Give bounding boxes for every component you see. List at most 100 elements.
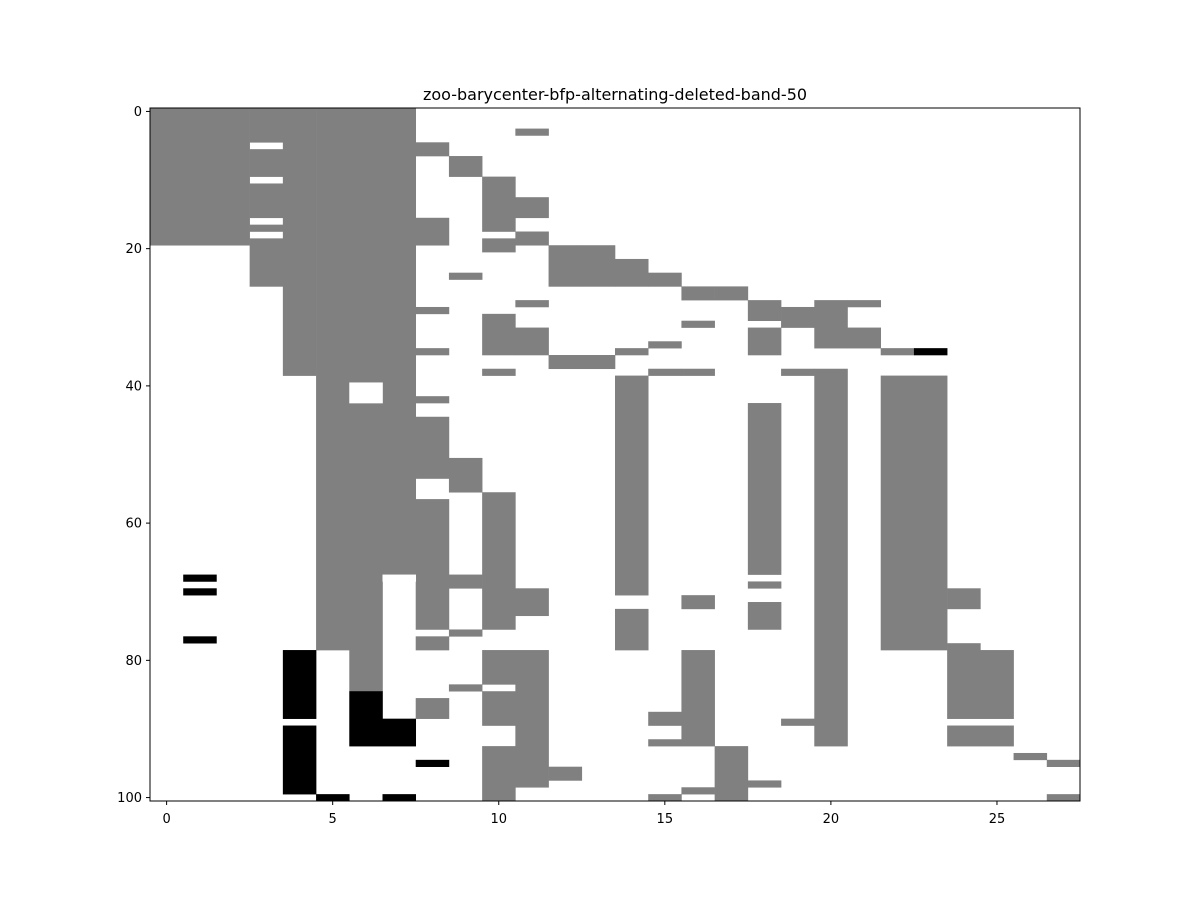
y-tick-label-2: 40 [125, 379, 142, 394]
black-cell-2 [183, 636, 217, 644]
gray-cell-74 [814, 300, 848, 349]
gray-cell-21 [448, 156, 483, 177]
gray-cell-77 [847, 327, 882, 349]
gray-cell-70 [747, 780, 782, 788]
black-cell-8 [382, 794, 417, 802]
gray-cell-39 [515, 327, 549, 356]
gray-cell-53 [648, 368, 682, 376]
gray-cell-1 [183, 108, 217, 246]
gray-cell-14 [415, 306, 450, 315]
gray-cell-4 [249, 149, 284, 177]
black-cell-7 [382, 718, 417, 747]
gray-cell-9 [316, 108, 350, 651]
gray-cell-22 [448, 272, 483, 280]
black-cell-4 [282, 725, 317, 795]
x-tick-label-2: 10 [490, 812, 507, 827]
gray-cell-15 [415, 348, 450, 356]
gray-cell-71 [781, 306, 815, 328]
y-tick-label-1: 20 [125, 242, 142, 257]
gray-cell-45 [581, 245, 616, 287]
gray-cell-17 [415, 416, 450, 479]
black-cell-9 [415, 759, 450, 767]
gray-cell-60 [681, 595, 715, 610]
x-tick-label-0: 0 [162, 812, 170, 827]
gray-cell-44 [548, 766, 583, 781]
x-tick-label-3: 15 [657, 812, 674, 827]
gray-cell-35 [515, 128, 549, 136]
gray-cell-87 [1046, 759, 1081, 767]
gray-cell-78 [880, 348, 915, 356]
chart-title: zoo-barycenter-bfp-alternating-deleted-b… [423, 85, 807, 104]
gray-cell-72 [781, 368, 815, 376]
gray-cell-66 [747, 327, 782, 356]
gray-cell-49 [615, 375, 649, 596]
black-cell-0 [183, 574, 217, 582]
gray-cell-73 [781, 718, 815, 726]
gray-cell-27 [482, 176, 516, 232]
white-gap-cell-1 [382, 574, 417, 582]
gray-cell-7 [249, 238, 284, 287]
gray-cell-34 [482, 746, 516, 802]
gray-cell-2 [216, 108, 250, 246]
gray-cell-3 [249, 108, 284, 143]
gray-cell-50 [615, 608, 649, 651]
gray-cell-56 [648, 794, 682, 802]
gray-cell-30 [482, 368, 516, 376]
gray-cell-61 [681, 650, 715, 747]
y-tick-label-4: 80 [125, 654, 142, 669]
gray-cell-37 [515, 231, 549, 246]
gray-cell-38 [515, 300, 549, 308]
y-axis-ticks: 0 20 40 60 80 100 [117, 105, 150, 806]
white-gap-cell-2 [183, 375, 217, 404]
gray-cell-33 [482, 691, 516, 726]
black-cell-5 [316, 794, 350, 802]
gray-cell-43 [548, 355, 583, 370]
black-cell-10 [913, 348, 948, 356]
gray-cell-88 [1046, 794, 1081, 802]
gray-cell-6 [249, 224, 284, 232]
gray-cell-16 [415, 396, 450, 404]
gray-cell-26 [448, 684, 483, 692]
gray-cell-13 [415, 217, 450, 246]
gray-cell-25 [448, 629, 483, 637]
black-cell-1 [183, 588, 217, 596]
gray-cell-18 [415, 499, 450, 630]
gray-cell-40 [515, 588, 549, 617]
x-axis-ticks: 0 5 10 15 20 25 [162, 801, 1005, 827]
gray-cell-64 [714, 746, 749, 802]
x-tick-label-4: 20 [823, 812, 840, 827]
gray-cell-24 [448, 574, 483, 589]
gray-cell-79 [880, 375, 915, 651]
gray-cell-62 [681, 787, 715, 795]
axes-frame [149, 107, 1081, 802]
gray-cell-19 [415, 636, 450, 651]
gray-cell-48 [615, 348, 649, 356]
gray-cell-81 [947, 588, 981, 610]
gray-cell-5 [249, 183, 284, 219]
gray-cell-8 [282, 108, 317, 376]
gray-cell-36 [515, 197, 549, 219]
gray-cell-86 [1013, 752, 1048, 761]
gray-cell-52 [648, 341, 682, 349]
y-tick-label-0: 0 [134, 105, 142, 120]
gray-cell-85 [980, 725, 1014, 747]
gray-cell-55 [648, 739, 682, 747]
gray-cell-80 [913, 375, 948, 651]
gray-cell-59 [681, 368, 715, 376]
gray-cell-82 [947, 643, 981, 719]
gray-cell-12 [415, 142, 450, 157]
gray-cell-0 [150, 108, 184, 246]
gray-cell-32 [482, 650, 516, 685]
black-cell-3 [282, 650, 317, 719]
gray-cell-76 [847, 300, 882, 308]
gray-cell-58 [681, 320, 715, 328]
white-gap-cell-0 [349, 382, 383, 404]
gray-cell-63 [714, 286, 749, 301]
gray-cell-67 [747, 403, 782, 575]
gray-cell-11 [382, 108, 417, 575]
gray-cell-83 [947, 725, 981, 747]
y-tick-label-3: 60 [125, 517, 142, 532]
gray-cell-69 [747, 602, 782, 630]
heatmap-cells [150, 108, 1081, 802]
